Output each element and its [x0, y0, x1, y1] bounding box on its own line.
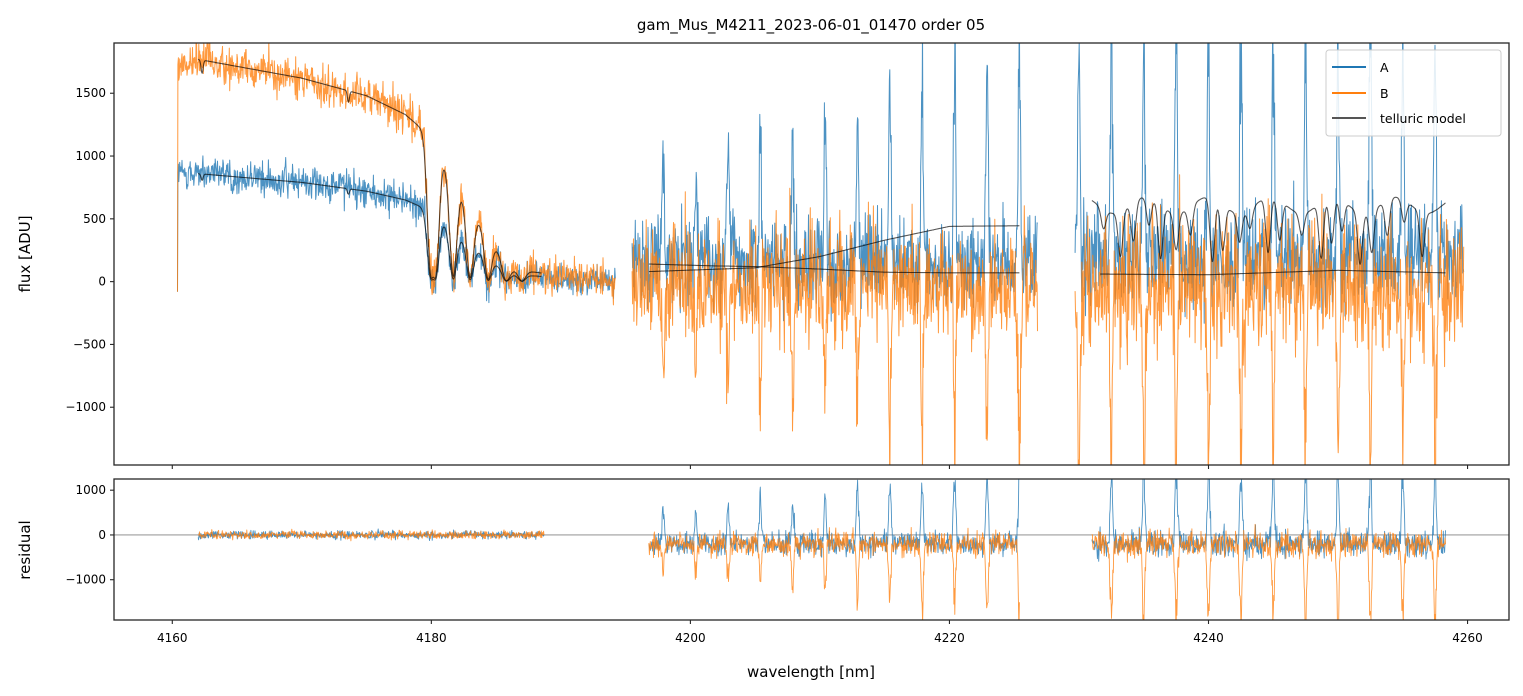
- x-axis-label: wavelength [nm]: [747, 663, 875, 681]
- telluric-model-line: [648, 225, 1020, 273]
- x-tick-label: 4260: [1452, 631, 1483, 645]
- telluric-model-line: [1100, 269, 1446, 276]
- telluric-model-line: [198, 58, 542, 282]
- flux-x-ticks: [171, 465, 1469, 469]
- flux-y-tick-label: 1000: [75, 149, 106, 163]
- residual-y-tick-label: −1000: [65, 573, 106, 587]
- legend-label-telluric: telluric model: [1380, 111, 1466, 126]
- telluric-model-line: [648, 263, 1020, 274]
- residual-axes-frame: [113, 478, 1510, 621]
- x-tick-label: 4200: [675, 631, 706, 645]
- residual-y-tick-label: 1000: [75, 483, 106, 497]
- x-tick-label: 4220: [934, 631, 965, 645]
- residual-y-axis-label: residual: [16, 520, 34, 579]
- residual-y-axis: −1000 0 1000: [65, 483, 114, 587]
- flux-y-axis: −1000 −500 0 500 1000 1500: [65, 86, 114, 414]
- series-a-line: [177, 155, 616, 304]
- residual-b-line: [1091, 523, 1446, 620]
- residual-b-line: [648, 527, 1020, 620]
- legend-frame: [1325, 49, 1502, 137]
- flux-y-tick-label: 500: [83, 212, 106, 226]
- x-tick-label: 4180: [416, 631, 447, 645]
- residual-a-line: [1091, 479, 1446, 562]
- telluric-model-line: [198, 173, 542, 282]
- flux-y-tick-label: −1000: [65, 400, 106, 414]
- residual-y-tick-label: 0: [98, 528, 106, 542]
- flux-y-tick-label: 1500: [75, 86, 106, 100]
- telluric-model-line: [1091, 196, 1446, 265]
- flux-y-axis-label: flux [ADU]: [16, 215, 34, 292]
- x-tick-label: 4160: [157, 631, 188, 645]
- series-b-line: [631, 187, 1038, 465]
- flux-y-tick-label: 0: [98, 275, 106, 289]
- series-b-line: [177, 43, 616, 306]
- legend-label-b: B: [1380, 86, 1389, 101]
- residual-b-line: [197, 528, 545, 542]
- residual-plot-area: [114, 479, 1509, 620]
- residual-x-axis: 4160 4180 4200 4220 4240 4260: [157, 620, 1483, 645]
- chart-title: gam_Mus_M4211_2023-06-01_01470 order 05: [637, 16, 985, 35]
- flux-y-tick-label: −500: [73, 337, 106, 351]
- x-tick-label: 4240: [1193, 631, 1224, 645]
- flux-plot-area: [177, 43, 1465, 465]
- series-b-line: [1074, 174, 1465, 465]
- flux-axes-frame: [113, 42, 1510, 466]
- legend-label-a: A: [1380, 60, 1389, 75]
- legend: A B telluric model: [1325, 49, 1502, 137]
